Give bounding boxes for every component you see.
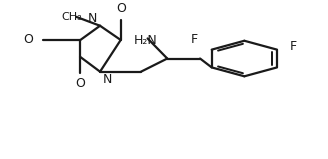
Text: O: O (116, 2, 126, 15)
Text: N: N (88, 11, 97, 24)
Text: H₂N: H₂N (134, 34, 158, 47)
Text: CH₃: CH₃ (62, 12, 83, 22)
Text: O: O (23, 34, 33, 46)
Text: F: F (191, 33, 198, 46)
Text: O: O (75, 77, 85, 90)
Text: F: F (290, 40, 297, 53)
Text: N: N (103, 73, 112, 86)
